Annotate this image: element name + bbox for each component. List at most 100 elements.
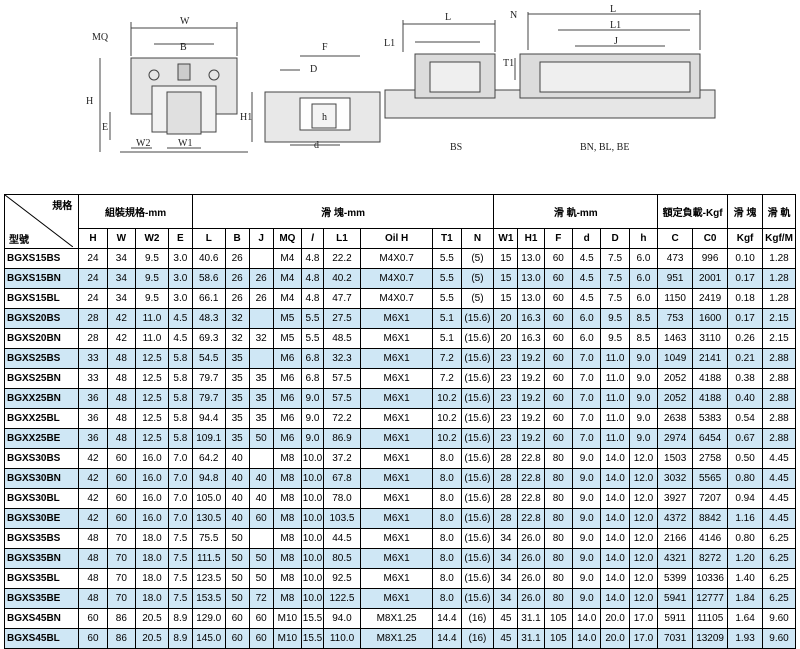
table-cell: 9.0 — [571, 548, 602, 569]
table-row: BGXS25BN 33 48 12.5 5.8 79.7 35 35 M6 6.8 57.5 M6X1… — [3, 368, 796, 389]
table-cell: 7.2 — [432, 368, 462, 389]
table-cell: 4321 — [657, 548, 694, 569]
table-cell: 9.5 — [600, 328, 630, 349]
table-cell: M6X1 — [360, 348, 434, 369]
table-cell: 4.45 — [762, 468, 796, 489]
table-cell: 9.0 — [628, 388, 659, 409]
table-cell: 12.0 — [628, 528, 659, 549]
table-cell: 4.8 — [301, 288, 324, 309]
table-cell: M6X1 — [360, 488, 434, 509]
table-cell: 33 — [78, 348, 108, 369]
table-cell: (16) — [460, 608, 495, 629]
table-cell: 6.8 — [301, 368, 324, 389]
table-cell: 86.9 — [322, 428, 362, 449]
table-cell: 5399 — [657, 568, 694, 589]
label-right-l: L — [610, 4, 616, 15]
table-cell: 473 — [657, 248, 694, 269]
table-cell: 70 — [106, 548, 137, 569]
corner-header: 規格 型號 — [3, 194, 80, 249]
table-cell: 18.0 — [135, 568, 169, 589]
table-cell: 5.5 — [432, 268, 462, 289]
table-cell: 10.0 — [301, 568, 324, 589]
column-header: B — [224, 228, 250, 249]
model-cell: BGXX25BN — [3, 388, 80, 409]
table-cell: 58.6 — [191, 268, 226, 289]
table-cell: 996 — [692, 248, 729, 269]
table-cell: M6 — [272, 348, 303, 369]
table-cell: 60 — [543, 248, 574, 269]
table-cell: 14.0 — [600, 488, 630, 509]
table-cell: 0.10 — [727, 248, 764, 269]
table-cell: 0.80 — [727, 468, 764, 489]
table-cell: 110.0 — [322, 628, 362, 649]
table-cell: (15.6) — [460, 528, 495, 549]
table-cell: 153.5 — [191, 588, 226, 609]
table-cell: 14.0 — [600, 528, 630, 549]
table-cell: 27.5 — [322, 308, 362, 329]
table-cell: 60 — [543, 388, 574, 409]
table-cell: 24 — [78, 288, 108, 309]
table-cell: (15.6) — [460, 568, 495, 589]
table-cell: 7.0 — [571, 368, 602, 389]
table-cell: 2166 — [657, 528, 694, 549]
table-cell: (15.6) — [460, 348, 495, 369]
table-cell: 8.5 — [628, 328, 659, 349]
table-cell: 60 — [106, 468, 137, 489]
table-cell: 0.17 — [727, 308, 764, 329]
table-cell: 23 — [493, 348, 519, 369]
table-cell: 10336 — [692, 568, 729, 589]
table-cell: 0.50 — [727, 448, 764, 469]
end-view-drawing — [99, 22, 248, 153]
table-cell: 7207 — [692, 488, 729, 509]
table-cell: 4.45 — [762, 488, 796, 509]
table-cell: 34 — [493, 568, 519, 589]
table-cell: 28 — [493, 448, 519, 469]
group-header-row: 規格 型號 組裝規格-mm 滑 塊-mm 滑 軌-mm 額定負載-Kgf 滑 塊… — [3, 194, 796, 249]
model-cell: BGXS25BS — [3, 348, 80, 369]
table-cell: 5.5 — [432, 248, 462, 269]
table-cell: M6X1 — [360, 448, 434, 469]
bs-caption: BS — [450, 142, 462, 153]
table-cell: 13.0 — [517, 248, 545, 269]
table-cell: 8.0 — [432, 528, 462, 549]
table-cell — [248, 248, 274, 269]
table-cell: 69.3 — [191, 328, 226, 349]
table-cell: 105 — [543, 608, 574, 629]
table-cell: 23 — [493, 408, 519, 429]
table-cell: 6.0 — [628, 288, 659, 309]
table-cell: 40 — [248, 468, 274, 489]
table-row: BGXS20BS 28 42 11.0 4.5 48.3 32 M5 5.5 27.5 M6X1 5.… — [3, 308, 796, 329]
table-cell: 4146 — [692, 528, 729, 549]
table-cell: 50 — [248, 548, 274, 569]
table-cell: 0.38 — [727, 368, 764, 389]
table-cell: 111.5 — [191, 548, 226, 569]
table-row: BGXS25BS 33 48 12.5 5.8 54.5 35 M6 6.8 32.3 M6X1 7.… — [3, 348, 796, 369]
table-cell: 60 — [543, 348, 574, 369]
table-cell: 32 — [224, 308, 250, 329]
table-cell: M6 — [272, 388, 303, 409]
table-cell: 64.2 — [191, 448, 226, 469]
table-cell: 12.0 — [628, 508, 659, 529]
table-cell: 9.5 — [135, 288, 169, 309]
table-cell: 26 — [248, 268, 274, 289]
table-cell: 1503 — [657, 448, 694, 469]
table-cell: (5) — [460, 248, 495, 269]
table-cell: 48.5 — [322, 328, 362, 349]
table-cell: 5.8 — [167, 428, 193, 449]
table-cell: 22.2 — [322, 248, 362, 269]
table-cell: 0.54 — [727, 408, 764, 429]
table-cell: 7.0 — [167, 468, 193, 489]
label-w1: W1 — [178, 138, 192, 149]
table-cell: 12.0 — [628, 548, 659, 569]
table-cell: 92.5 — [322, 568, 362, 589]
table-cell: 11.0 — [600, 348, 630, 369]
table-cell: M8 — [272, 528, 303, 549]
table-cell: 50 — [224, 588, 250, 609]
table-cell: 94.0 — [322, 608, 362, 629]
label-right-j: J — [614, 36, 618, 47]
table-cell: 26.0 — [517, 548, 545, 569]
table-cell: 80 — [543, 468, 574, 489]
table-cell: 10.0 — [301, 528, 324, 549]
corner-bottom-label: 型號 — [9, 235, 29, 246]
model-cell: BGXS35BE — [3, 588, 80, 609]
